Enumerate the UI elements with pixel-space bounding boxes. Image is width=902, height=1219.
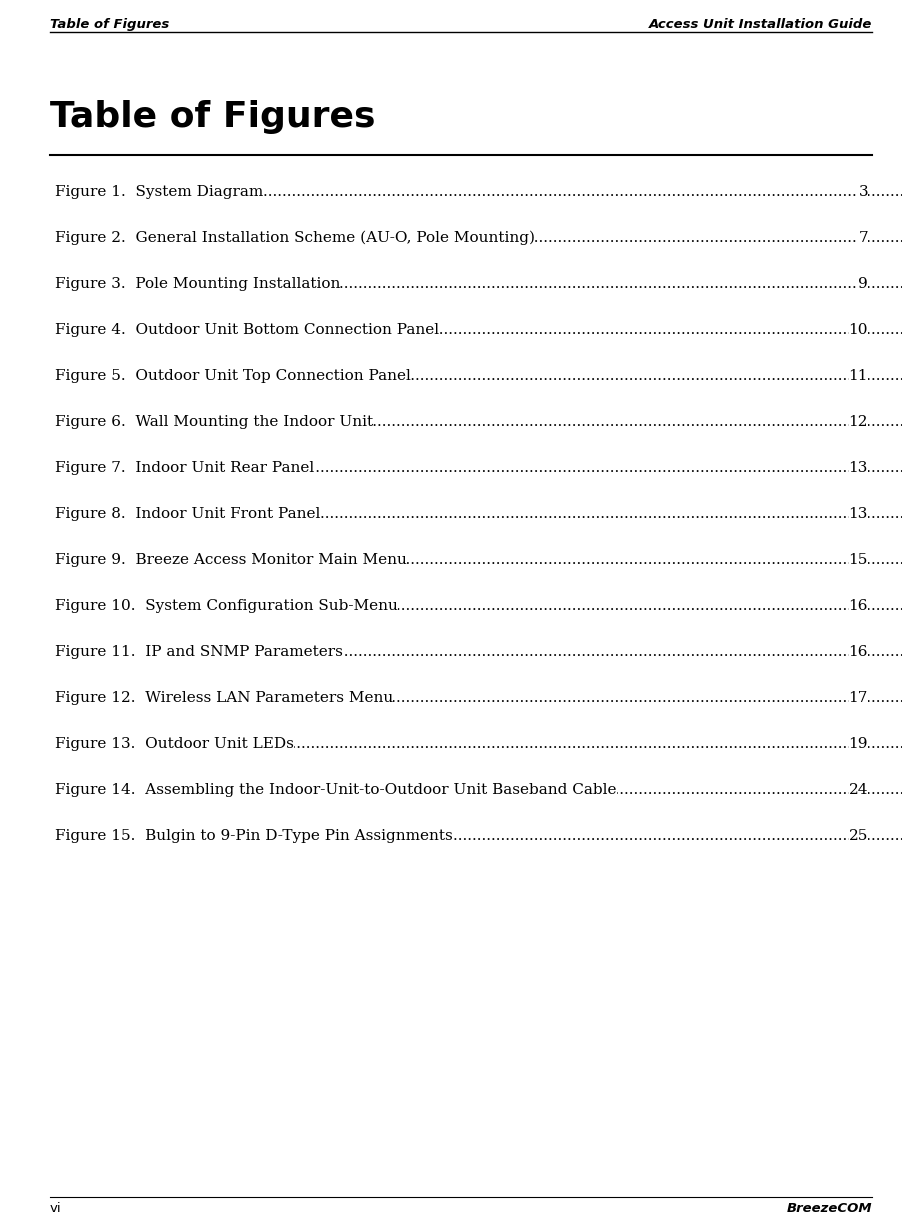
Text: Figure 14.  Assembling the Indoor-Unit-to-Outdoor Unit Baseband Cable: Figure 14. Assembling the Indoor-Unit-to… (55, 783, 616, 797)
Text: ................................................................................: ........................................… (55, 645, 902, 659)
Text: Figure 14.  Assembling the Indoor-Unit-to-Outdoor Unit Baseband Cable: Figure 14. Assembling the Indoor-Unit-to… (55, 783, 616, 797)
Text: Figure 2.  General Installation Scheme (AU-O, Pole Mounting): Figure 2. General Installation Scheme (A… (55, 230, 535, 245)
Text: Figure 1.  System Diagram: Figure 1. System Diagram (55, 185, 263, 199)
Text: 24: 24 (849, 783, 868, 797)
Text: Figure 2.  General Installation Scheme (AU-O, Pole Mounting): Figure 2. General Installation Scheme (A… (55, 230, 535, 245)
Text: 13: 13 (849, 461, 868, 475)
Text: 10: 10 (849, 323, 868, 336)
Text: BreezeCOM: BreezeCOM (787, 1202, 872, 1215)
Text: 19: 19 (849, 737, 868, 751)
Text: Figure 9.  Breeze Access Monitor Main Menu: Figure 9. Breeze Access Monitor Main Men… (55, 553, 407, 567)
Text: ................................................................................: ........................................… (55, 414, 902, 429)
Text: 24: 24 (849, 783, 868, 797)
Text: ................................................................................: ........................................… (55, 507, 902, 521)
Text: Figure 12.  Wireless LAN Parameters Menu: Figure 12. Wireless LAN Parameters Menu (55, 691, 393, 705)
Text: 16: 16 (849, 599, 868, 613)
Text: Table of Figures: Table of Figures (50, 18, 170, 30)
Text: Figure 8.  Indoor Unit Front Panel: Figure 8. Indoor Unit Front Panel (55, 507, 320, 521)
Text: 12: 12 (849, 414, 868, 429)
Text: Figure 8.  Indoor Unit Front Panel: Figure 8. Indoor Unit Front Panel (55, 507, 320, 521)
Text: Figure 15.  Bulgin to 9-Pin D-Type Pin Assignments: Figure 15. Bulgin to 9-Pin D-Type Pin As… (55, 829, 453, 844)
Text: Figure 5.  Outdoor Unit Top Connection Panel: Figure 5. Outdoor Unit Top Connection Pa… (55, 369, 411, 383)
Text: 13: 13 (849, 507, 868, 521)
Text: 15: 15 (849, 553, 868, 567)
Text: 17: 17 (849, 691, 868, 705)
Text: 15: 15 (849, 553, 868, 567)
Text: 9: 9 (858, 277, 868, 291)
Text: 13: 13 (849, 507, 868, 521)
Text: ................................................................................: ........................................… (55, 783, 902, 797)
Text: Figure 3.  Pole Mounting Installation: Figure 3. Pole Mounting Installation (55, 277, 340, 291)
Text: 16: 16 (849, 599, 868, 613)
Text: Figure 15.  Bulgin to 9-Pin D-Type Pin Assignments: Figure 15. Bulgin to 9-Pin D-Type Pin As… (55, 829, 453, 844)
Text: Figure 10.  System Configuration Sub-Menu: Figure 10. System Configuration Sub-Menu (55, 599, 398, 613)
Text: Figure 11.  IP and SNMP Parameters: Figure 11. IP and SNMP Parameters (55, 645, 343, 659)
Text: 7: 7 (859, 230, 868, 245)
Text: 10: 10 (849, 323, 868, 336)
Text: ................................................................................: ........................................… (55, 323, 902, 336)
Text: Figure 3.  Pole Mounting Installation: Figure 3. Pole Mounting Installation (55, 277, 340, 291)
Text: 9: 9 (858, 277, 868, 291)
Text: ................................................................................: ........................................… (55, 185, 902, 199)
Text: Figure 13.  Outdoor Unit LEDs: Figure 13. Outdoor Unit LEDs (55, 737, 294, 751)
Text: Figure 4.  Outdoor Unit Bottom Connection Panel: Figure 4. Outdoor Unit Bottom Connection… (55, 323, 439, 336)
Text: Figure 9.  Breeze Access Monitor Main Menu: Figure 9. Breeze Access Monitor Main Men… (55, 553, 407, 567)
Text: 11: 11 (849, 369, 868, 383)
Text: ................................................................................: ........................................… (55, 369, 902, 383)
Text: Figure 6.  Wall Mounting the Indoor Unit: Figure 6. Wall Mounting the Indoor Unit (55, 414, 373, 429)
Text: 16: 16 (849, 645, 868, 659)
Text: Figure 12.  Wireless LAN Parameters Menu: Figure 12. Wireless LAN Parameters Menu (55, 691, 393, 705)
Text: Figure 7.  Indoor Unit Rear Panel: Figure 7. Indoor Unit Rear Panel (55, 461, 314, 475)
Text: 3: 3 (859, 185, 868, 199)
Text: Figure 6.  Wall Mounting the Indoor Unit: Figure 6. Wall Mounting the Indoor Unit (55, 414, 373, 429)
Text: ................................................................................: ........................................… (55, 230, 902, 245)
Text: Figure 1.  System Diagram: Figure 1. System Diagram (55, 185, 263, 199)
Text: Access Unit Installation Guide: Access Unit Installation Guide (649, 18, 872, 30)
Text: ................................................................................: ........................................… (55, 737, 902, 751)
Text: Table of Figures: Table of Figures (50, 100, 375, 134)
Text: Figure 13.  Outdoor Unit LEDs: Figure 13. Outdoor Unit LEDs (55, 737, 294, 751)
Text: 19: 19 (849, 737, 868, 751)
Text: ................................................................................: ........................................… (55, 277, 902, 291)
Text: Figure 5.  Outdoor Unit Top Connection Panel: Figure 5. Outdoor Unit Top Connection Pa… (55, 369, 411, 383)
Text: 3: 3 (859, 185, 868, 199)
Text: 7: 7 (859, 230, 868, 245)
Text: Figure 7.  Indoor Unit Rear Panel: Figure 7. Indoor Unit Rear Panel (55, 461, 314, 475)
Text: Figure 4.  Outdoor Unit Bottom Connection Panel: Figure 4. Outdoor Unit Bottom Connection… (55, 323, 439, 336)
Text: 25: 25 (849, 829, 868, 844)
Text: ................................................................................: ........................................… (55, 461, 902, 475)
Text: 17: 17 (849, 691, 868, 705)
Text: 25: 25 (849, 829, 868, 844)
Text: Figure 11.  IP and SNMP Parameters: Figure 11. IP and SNMP Parameters (55, 645, 343, 659)
Text: ................................................................................: ........................................… (55, 691, 902, 705)
Text: 13: 13 (849, 461, 868, 475)
Text: vi: vi (50, 1202, 61, 1215)
Text: 16: 16 (849, 645, 868, 659)
Text: 12: 12 (849, 414, 868, 429)
Text: ................................................................................: ........................................… (55, 829, 902, 844)
Text: Figure 10.  System Configuration Sub-Menu: Figure 10. System Configuration Sub-Menu (55, 599, 398, 613)
Text: ................................................................................: ........................................… (55, 553, 902, 567)
Text: ................................................................................: ........................................… (55, 599, 902, 613)
Text: 11: 11 (849, 369, 868, 383)
